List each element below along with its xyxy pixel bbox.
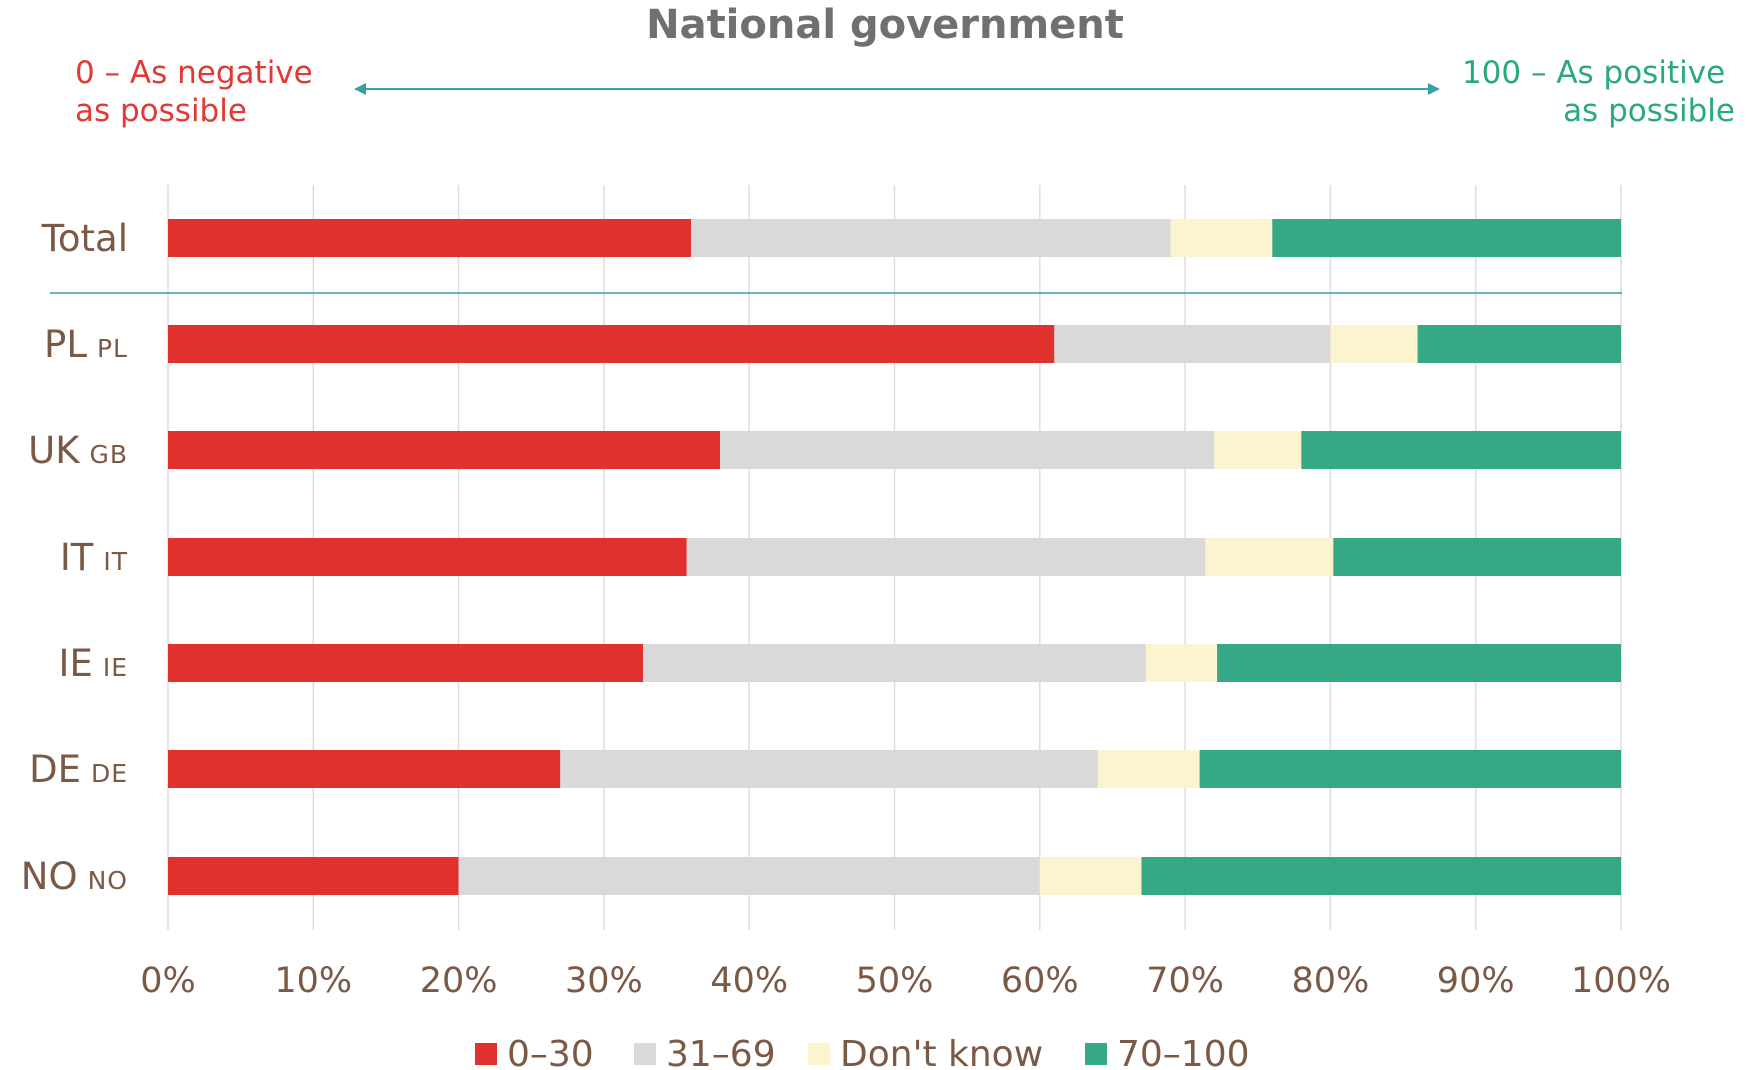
bar-segment bbox=[720, 431, 1215, 469]
legend-swatch bbox=[475, 1043, 497, 1065]
chart-title: National government bbox=[646, 2, 1124, 48]
bar-segment bbox=[1333, 538, 1621, 576]
category-label: UK GB bbox=[28, 429, 128, 472]
negative-scale-label: 0 – As negative as possible bbox=[75, 55, 323, 129]
x-tick-label: 60% bbox=[1001, 961, 1079, 1001]
bar-segment bbox=[643, 644, 1146, 682]
bar-segment bbox=[1417, 325, 1621, 363]
category-name: IE bbox=[59, 642, 93, 685]
bar-segment bbox=[1214, 431, 1302, 469]
x-tick-label: 80% bbox=[1292, 961, 1370, 1001]
bar-segment bbox=[168, 644, 644, 682]
bar-segment bbox=[560, 750, 1098, 788]
x-tick-label: 90% bbox=[1437, 961, 1515, 1001]
legend-label: 0–30 bbox=[507, 1034, 594, 1070]
category-label: PL PL bbox=[44, 323, 128, 366]
bar-segment bbox=[1301, 431, 1621, 469]
legend-swatch bbox=[634, 1043, 656, 1065]
category-label: DE DE bbox=[29, 748, 128, 791]
bar-segment bbox=[168, 538, 687, 576]
category-name: NO bbox=[21, 855, 78, 898]
x-tick-label: 0% bbox=[140, 961, 196, 1001]
bar-segment bbox=[1054, 325, 1331, 363]
bar-segment bbox=[168, 431, 721, 469]
bar-segment bbox=[168, 857, 459, 895]
category-code: GB bbox=[89, 440, 128, 469]
category-name: DE bbox=[29, 748, 81, 791]
positive-scale-line-1: 100 – As positive bbox=[1462, 55, 1725, 91]
legend: 0–30 31–69 Don't know 70–100 bbox=[475, 1034, 1250, 1070]
bar-segment bbox=[1145, 644, 1218, 682]
bar-segment bbox=[1039, 857, 1142, 895]
bar-segment bbox=[1217, 644, 1621, 682]
bar-segment bbox=[168, 750, 561, 788]
bar-segment bbox=[1097, 750, 1200, 788]
x-tick-label: 10% bbox=[274, 961, 352, 1001]
category-label: IE IE bbox=[59, 642, 128, 685]
category-labels: Total PL PL UK GB IT IT IE IE DE DE NO NO bbox=[21, 217, 128, 898]
category-label: IT IT bbox=[60, 536, 128, 579]
category-name: UK bbox=[28, 429, 81, 472]
x-tick-label: 20% bbox=[420, 961, 498, 1001]
category-label: NO NO bbox=[21, 855, 128, 898]
category-label: Total bbox=[41, 217, 128, 260]
legend-swatch bbox=[808, 1043, 830, 1065]
x-tick-labels: 0% 10% 20% 30% 40% 50% 60% 70% 80% 90% 100% bbox=[140, 961, 1671, 1001]
legend-label: 70–100 bbox=[1117, 1034, 1250, 1070]
bars-group bbox=[168, 219, 1621, 895]
x-tick-label: 50% bbox=[856, 961, 934, 1001]
bar-segment bbox=[686, 538, 1206, 576]
category-code: NO bbox=[88, 866, 128, 895]
positive-scale-line-2: as possible bbox=[1563, 93, 1735, 129]
bar-segment bbox=[691, 219, 1171, 257]
positive-scale-label: 100 – As positive as possible bbox=[1462, 55, 1735, 129]
category-name: PL bbox=[44, 323, 87, 366]
category-code: DE bbox=[91, 759, 128, 788]
negative-scale-line-1: 0 – As negative bbox=[75, 55, 313, 91]
category-code: IT bbox=[103, 547, 128, 576]
bar-segment bbox=[1272, 219, 1621, 257]
bar-segment bbox=[168, 219, 692, 257]
bar-segment bbox=[168, 325, 1055, 363]
category-code: IE bbox=[103, 653, 128, 682]
legend-label: Don't know bbox=[840, 1034, 1043, 1070]
legend-swatch bbox=[1085, 1043, 1107, 1065]
x-tick-label: 100% bbox=[1571, 961, 1671, 1001]
bar-segment bbox=[1170, 219, 1273, 257]
x-tick-label: 40% bbox=[710, 961, 788, 1001]
category-name: Total bbox=[41, 217, 128, 260]
x-tick-label: 30% bbox=[565, 961, 643, 1001]
bar-segment bbox=[1330, 325, 1418, 363]
negative-scale-line-2: as possible bbox=[75, 93, 247, 129]
category-name: IT bbox=[60, 536, 94, 579]
bar-segment bbox=[1199, 750, 1621, 788]
bar-segment bbox=[458, 857, 1040, 895]
bar-segment bbox=[1205, 538, 1334, 576]
x-tick-label: 70% bbox=[1146, 961, 1224, 1001]
legend-label: 31–69 bbox=[666, 1034, 776, 1070]
bar-segment bbox=[1141, 857, 1621, 895]
category-code: PL bbox=[97, 334, 128, 363]
